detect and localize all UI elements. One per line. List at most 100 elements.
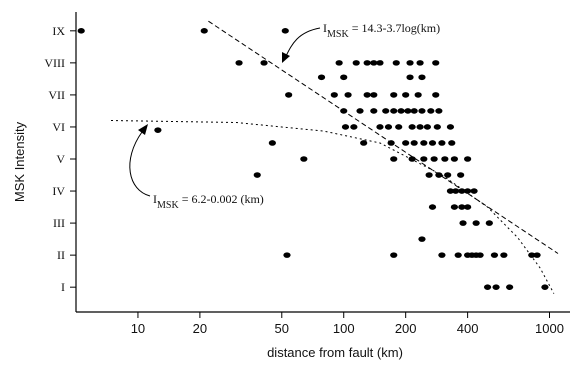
plot-frame: [75, 12, 570, 313]
data-point: [410, 140, 418, 146]
data-point: [528, 252, 536, 258]
data-point: [432, 60, 440, 66]
annotation-log-fit-label: IMSK = 14.3-3.7log(km): [323, 21, 440, 40]
data-point: [464, 204, 472, 210]
data-point: [438, 140, 446, 146]
data-point: [390, 252, 398, 258]
data-point: [428, 204, 437, 210]
data-point: [418, 108, 426, 114]
data-point: [408, 124, 416, 130]
data-point: [448, 140, 456, 146]
data-point: [446, 124, 455, 130]
data-point: [260, 60, 268, 66]
annotation-log-fit-arrow: [285, 27, 321, 57]
annotation-log-fit: IMSK = 14.3-3.7log(km): [282, 21, 440, 63]
data-point: [235, 60, 243, 66]
data-point: [450, 156, 459, 162]
data-point: [402, 92, 410, 98]
y-tick-label: IV: [52, 184, 65, 198]
data-point: [420, 156, 428, 162]
x-axis-title: distance from fault (km): [267, 345, 403, 360]
x-tick-label: 200: [395, 321, 417, 336]
data-point: [541, 284, 549, 290]
data-point: [397, 108, 405, 114]
data-point: [406, 60, 414, 66]
data-point: [492, 284, 500, 290]
data-point: [390, 156, 398, 162]
data-point: [450, 204, 459, 210]
data-point: [340, 108, 348, 114]
data-point: [470, 188, 478, 194]
data-point: [464, 188, 472, 194]
data-point: [483, 284, 492, 290]
data-point: [382, 108, 390, 114]
data-point: [446, 188, 455, 194]
data-point: [363, 92, 371, 98]
x-tick-label: 20: [193, 321, 207, 336]
data-point: [335, 60, 343, 66]
data-point: [428, 140, 437, 146]
annotation-linear-fit: IMSK = 6.2-0.002 (km): [129, 124, 264, 211]
y-axis-title: MSK Intensity: [12, 121, 27, 202]
data-point: [387, 140, 395, 146]
data-point: [472, 220, 480, 226]
data-point: [344, 92, 352, 98]
data-point: [452, 188, 460, 194]
data-point: [300, 156, 308, 162]
data-point: [430, 156, 438, 162]
data-point: [500, 252, 508, 258]
y-tick-label: IX: [52, 24, 65, 38]
data-point: [376, 124, 384, 130]
data-point: [370, 60, 378, 66]
data-point: [390, 92, 398, 98]
data-point: [432, 92, 440, 98]
data-point: [423, 124, 431, 130]
data-point: [340, 74, 348, 81]
data-point: [253, 172, 261, 178]
data-point: [408, 156, 416, 162]
data-point: [200, 28, 208, 34]
x-tick-label: 400: [457, 321, 479, 336]
data-point: [459, 220, 467, 226]
data-point: [390, 108, 398, 114]
x-tick-label: 10: [131, 321, 145, 336]
data-point: [406, 74, 414, 81]
x-tick-label: 1000: [535, 321, 564, 336]
y-tick-label: VIII: [44, 56, 65, 70]
data-point: [458, 188, 466, 194]
data-point: [370, 108, 378, 114]
data-point: [506, 284, 514, 290]
data-point: [416, 124, 424, 130]
data-point: [433, 124, 441, 130]
data-point: [418, 74, 426, 81]
data-point: [441, 156, 449, 162]
data-point: [370, 92, 378, 98]
data-point: [476, 252, 484, 258]
data-point: [418, 236, 426, 242]
y-tick-label: III: [53, 216, 65, 230]
data-point: [425, 172, 433, 178]
annotation-linear-fit-label: IMSK = 6.2-0.002 (km): [153, 192, 264, 211]
data-point: [395, 124, 403, 130]
data-point: [281, 28, 289, 34]
x-tick-label: 100: [333, 321, 355, 336]
data-point: [404, 108, 412, 114]
data-point: [376, 60, 384, 66]
data-point: [402, 140, 410, 146]
data-point: [77, 28, 85, 34]
y-tick-label: I: [61, 280, 65, 294]
data-point: [363, 60, 371, 66]
data-point: [384, 124, 393, 130]
data-point: [352, 60, 360, 66]
data-point: [457, 172, 465, 178]
data-point: [341, 124, 350, 130]
data-point: [435, 172, 443, 178]
data-point: [427, 108, 435, 114]
data-point: [356, 108, 364, 114]
data-point: [420, 140, 428, 146]
data-point: [438, 252, 446, 258]
data-points: [77, 28, 549, 290]
data-point: [464, 156, 472, 162]
